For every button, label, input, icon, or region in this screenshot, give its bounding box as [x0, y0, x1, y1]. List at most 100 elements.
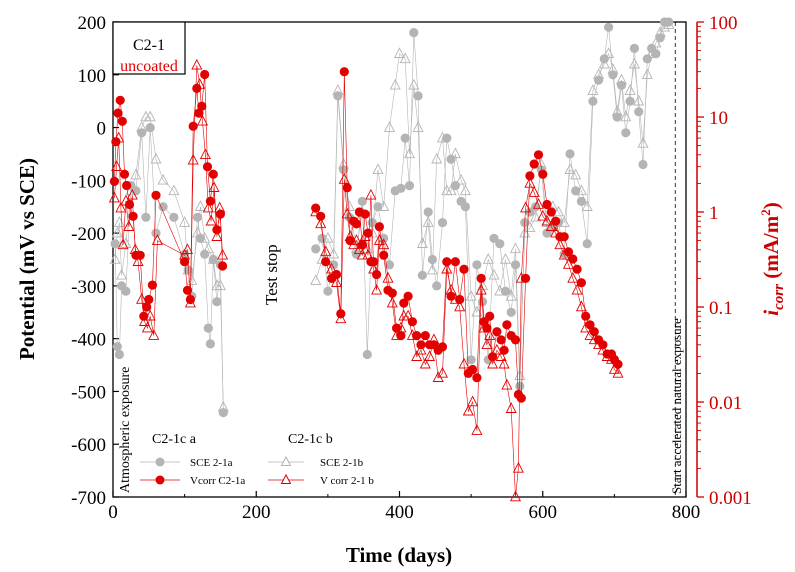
data-point [496, 335, 506, 345]
data-point [132, 255, 144, 266]
data-point [353, 243, 365, 255]
annotation-atmospheric: Atmospheric exposure [118, 367, 133, 493]
data-point [499, 345, 509, 355]
data-point [605, 353, 618, 364]
data-point [343, 200, 355, 211]
data-point [115, 201, 127, 213]
data-point [616, 80, 627, 90]
data-point [459, 184, 471, 196]
y-left-tick-label: 100 [78, 66, 107, 87]
data-point [387, 288, 397, 298]
data-point [129, 243, 141, 255]
data-point [481, 338, 493, 350]
data-point [533, 150, 544, 160]
data-point [568, 254, 578, 264]
data-point [625, 96, 635, 106]
data-point [123, 220, 135, 231]
data-point [472, 260, 482, 270]
data-point [519, 226, 531, 238]
y-axis-label-right-close: ) [759, 202, 783, 209]
data-point [624, 84, 636, 95]
data-point [604, 22, 614, 32]
data-point [194, 200, 206, 211]
data-point [658, 20, 671, 32]
y-axis-label-right-i: i [759, 310, 783, 316]
data-point [466, 355, 476, 365]
data-point [372, 163, 384, 175]
data-point [142, 302, 152, 312]
data-point [339, 165, 349, 175]
data-point [194, 78, 206, 89]
series-line [114, 65, 223, 336]
data-point [207, 253, 219, 264]
data-point [621, 128, 631, 138]
data-point [151, 234, 163, 245]
y-left-tick-label: -100 [71, 171, 106, 192]
data-point [571, 186, 581, 196]
legend-sce-a-marker [155, 457, 165, 467]
data-point [559, 232, 569, 242]
data-point [113, 108, 123, 118]
data-point [323, 286, 333, 296]
data-point [109, 253, 121, 264]
data-point [365, 188, 377, 200]
series-1 [109, 18, 675, 412]
data-point [531, 202, 541, 212]
data-point [359, 230, 371, 241]
data-point [525, 171, 535, 181]
data-point [332, 84, 344, 95]
data-point [169, 212, 179, 222]
data-point [446, 154, 456, 164]
data-point [510, 335, 521, 345]
y-left-tick-label: -300 [71, 277, 106, 298]
data-point [608, 363, 620, 374]
data-point [310, 274, 322, 285]
data-point [217, 400, 229, 412]
data-point [537, 209, 549, 221]
data-point [576, 196, 587, 206]
data-point [199, 148, 211, 160]
data-point [597, 343, 609, 355]
data-point [141, 321, 153, 333]
data-point [179, 248, 191, 260]
data-point [633, 94, 645, 106]
series-line [315, 24, 669, 376]
data-point [494, 284, 506, 296]
data-point [506, 307, 516, 317]
data-point [393, 47, 406, 58]
data-point [478, 321, 490, 333]
series-line [315, 179, 619, 498]
data-point [545, 220, 557, 231]
data-point [642, 54, 652, 64]
data-point [551, 216, 561, 226]
data-point [565, 149, 575, 159]
data-point [114, 349, 124, 360]
data-point [117, 116, 127, 126]
data-point [338, 158, 350, 169]
y-right-tick-label: 1 [709, 203, 719, 224]
data-point [431, 152, 443, 164]
data-point [570, 168, 582, 180]
data-point [191, 226, 204, 238]
data-point [111, 160, 123, 171]
data-point [202, 201, 214, 213]
y-axis-label-right: icorr (mA/m2) [758, 202, 787, 315]
data-point [468, 364, 478, 375]
data-point [620, 110, 632, 122]
data-point [363, 228, 373, 238]
data-point [317, 233, 327, 243]
data-point [530, 210, 542, 222]
data-point [196, 114, 209, 126]
data-point [350, 234, 363, 245]
data-point [428, 333, 440, 345]
data-point [450, 181, 460, 191]
data-point [150, 152, 162, 164]
data-point [403, 291, 413, 301]
data-point [524, 176, 536, 188]
y-axis-label-right-sub: corr [771, 284, 787, 310]
data-point [372, 269, 382, 280]
data-point [367, 218, 377, 228]
data-point [197, 101, 207, 111]
data-point [509, 242, 522, 254]
data-point [128, 211, 138, 221]
